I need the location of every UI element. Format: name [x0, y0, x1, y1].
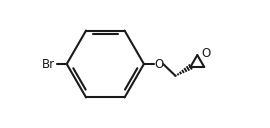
Text: Br: Br — [42, 57, 55, 71]
Text: O: O — [202, 47, 211, 60]
Text: O: O — [154, 57, 163, 71]
